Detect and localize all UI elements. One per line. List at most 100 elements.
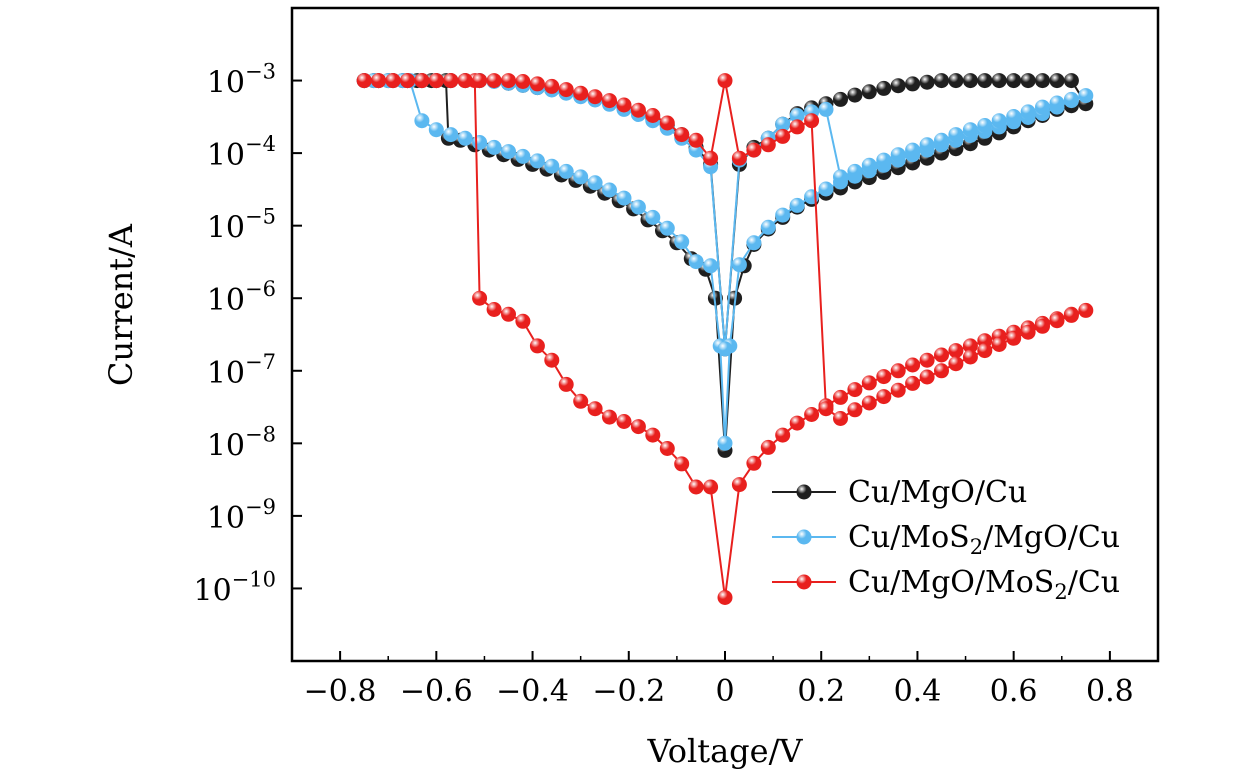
- data-point: [789, 415, 805, 431]
- data-point: [775, 116, 791, 132]
- data-point: [602, 93, 617, 109]
- data-point: [833, 91, 848, 107]
- data-point: [630, 199, 646, 215]
- data-point: [703, 258, 719, 274]
- legend-label: Cu/MoS2/MgO/Cu: [848, 520, 1120, 559]
- data-point: [746, 142, 762, 158]
- data-point: [688, 132, 704, 148]
- data-point: [558, 82, 574, 98]
- data-point: [515, 148, 531, 164]
- data-point: [703, 150, 719, 166]
- data-point: [991, 337, 1007, 352]
- data-point: [544, 78, 560, 94]
- x-tick-label: 0.8: [1086, 674, 1134, 709]
- data-point: [731, 257, 747, 273]
- data-point: [746, 455, 762, 471]
- data-point: [1006, 330, 1022, 346]
- data-point: [558, 163, 574, 179]
- data-point: [847, 163, 863, 179]
- data-point: [861, 395, 877, 411]
- y-tick-label: 10−10: [193, 567, 276, 608]
- data-point: [529, 338, 545, 354]
- data-point: [775, 427, 791, 443]
- data-point: [890, 363, 906, 379]
- legend-label: Cu/MgO/MoS2/Cu: [848, 565, 1120, 604]
- data-point: [1020, 324, 1036, 340]
- data-point: [847, 402, 863, 418]
- data-point: [833, 169, 848, 185]
- data-point: [890, 147, 906, 163]
- data-point: [717, 435, 733, 451]
- data-point: [501, 73, 516, 89]
- data-point: [876, 152, 892, 168]
- axes-layer: −0.8 −0.6 −0.4 −0.2 0 0.2 0.4 0.6 0.8 10−3 10−4 10−…: [193, 60, 1159, 709]
- data-point: [760, 219, 776, 235]
- data-point: [1006, 73, 1022, 89]
- data-point: [890, 78, 906, 94]
- data-point: [1035, 73, 1050, 89]
- data-point: [876, 369, 892, 385]
- data-point: [630, 419, 646, 435]
- data-point: [428, 73, 444, 89]
- data-point: [1078, 88, 1094, 104]
- x-tick-label: 0.4: [894, 674, 942, 709]
- series-2: [356, 73, 1094, 605]
- data-point: [934, 132, 949, 148]
- data-point: [356, 73, 372, 89]
- data-point: [616, 97, 632, 113]
- y-tick-label: 10−4: [207, 132, 276, 173]
- x-tick-label: −0.6: [400, 674, 473, 709]
- data-point: [659, 441, 675, 456]
- data-point: [962, 338, 978, 354]
- data-point: [587, 89, 603, 105]
- data-point: [457, 73, 473, 89]
- data-point: [515, 74, 531, 89]
- data-point: [731, 150, 747, 166]
- data-point: [905, 76, 921, 92]
- data-point: [760, 137, 776, 153]
- data-point: [1049, 313, 1065, 329]
- data-point: [688, 479, 704, 495]
- x-tick-label: 0.6: [990, 674, 1038, 709]
- data-point: [1006, 109, 1022, 124]
- data-point: [616, 414, 632, 429]
- data-point: [544, 158, 560, 174]
- data-point: [775, 207, 791, 223]
- data-point: [731, 477, 747, 493]
- data-point: [472, 290, 488, 306]
- data-point: [919, 369, 935, 385]
- data-point: [919, 352, 935, 368]
- data-point: [558, 376, 574, 392]
- data-point: [717, 73, 733, 89]
- data-point: [804, 189, 820, 205]
- y-axis-title: Current/A: [102, 223, 140, 386]
- data-point: [587, 401, 603, 417]
- data-point: [977, 343, 993, 359]
- data-point: [414, 73, 430, 89]
- data-point: [486, 302, 502, 317]
- data-point: [905, 142, 921, 158]
- data-point: [703, 479, 719, 495]
- data-point: [400, 73, 415, 89]
- legend-swatch-marker: [796, 574, 812, 590]
- data-point: [428, 122, 444, 138]
- data-point: [962, 349, 978, 365]
- data-point: [645, 427, 661, 443]
- data-point: [544, 352, 560, 368]
- data-point: [804, 113, 820, 129]
- data-point: [443, 127, 459, 143]
- data-point: [789, 108, 805, 123]
- data-point: [948, 356, 964, 372]
- legend-item-2: Cu/MgO/MoS2/Cu: [772, 565, 1120, 604]
- data-point: [775, 128, 791, 144]
- data-point: [1063, 73, 1079, 89]
- data-point: [876, 389, 892, 405]
- data-point: [573, 85, 589, 101]
- data-point: [1049, 95, 1065, 111]
- data-point: [934, 347, 949, 363]
- data-point: [1035, 318, 1050, 334]
- data-point: [486, 139, 502, 155]
- data-point: [674, 234, 690, 250]
- data-point: [789, 119, 805, 135]
- data-point: [457, 130, 473, 146]
